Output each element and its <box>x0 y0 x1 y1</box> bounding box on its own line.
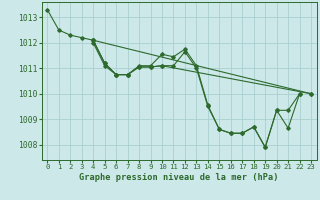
X-axis label: Graphe pression niveau de la mer (hPa): Graphe pression niveau de la mer (hPa) <box>79 173 279 182</box>
